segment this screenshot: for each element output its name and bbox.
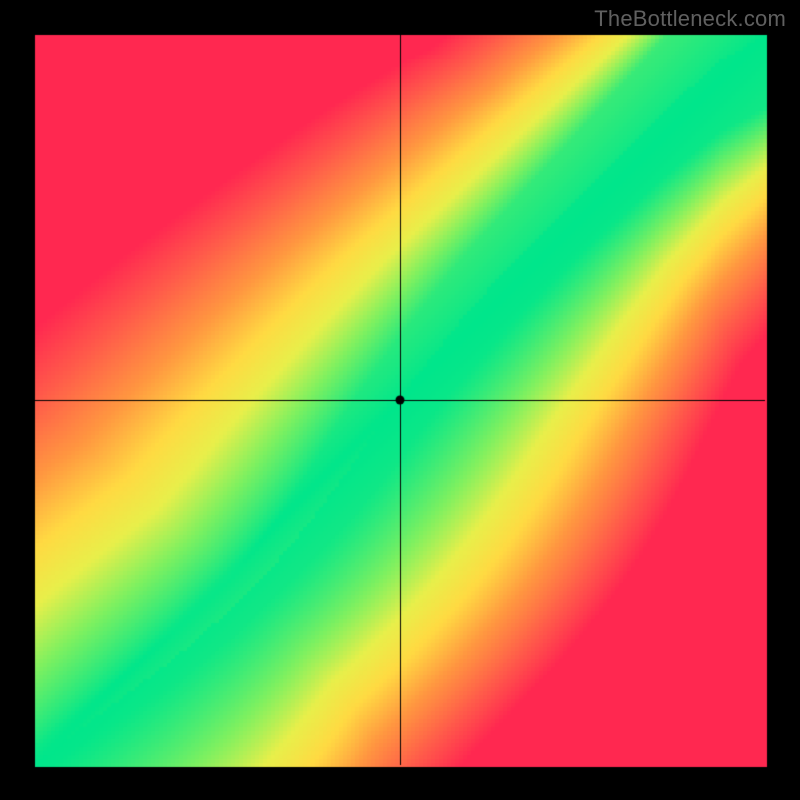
attribution-text: TheBottleneck.com xyxy=(594,6,786,32)
chart-container: TheBottleneck.com xyxy=(0,0,800,800)
heatmap-canvas xyxy=(0,0,800,800)
